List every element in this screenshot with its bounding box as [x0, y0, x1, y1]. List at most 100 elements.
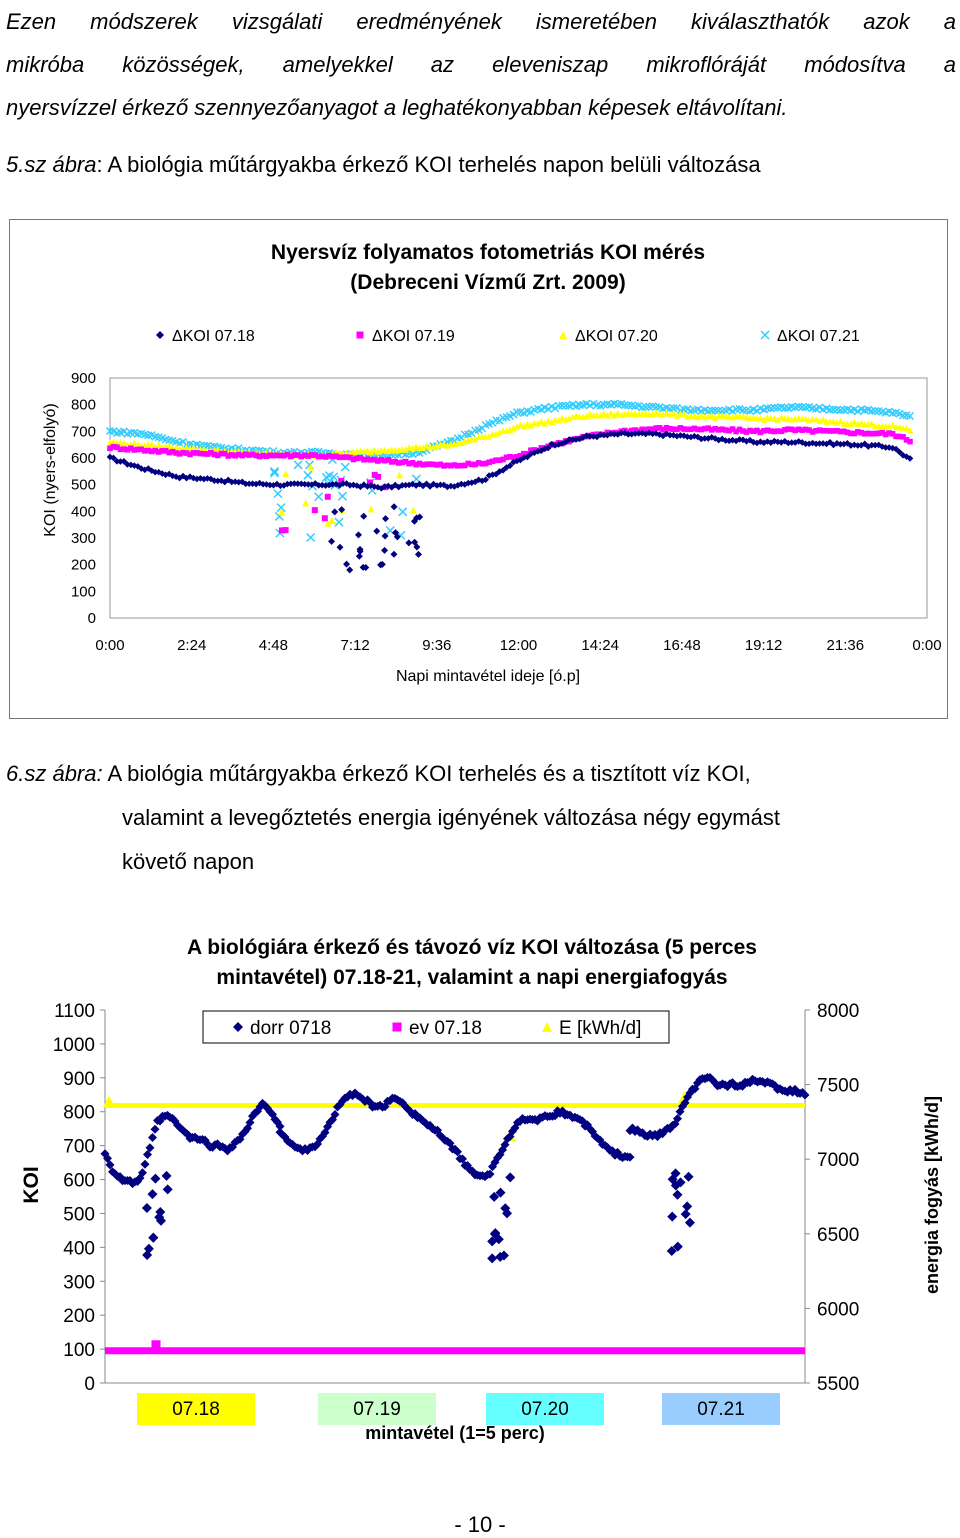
chart-2-point [673, 1114, 682, 1124]
chart-1-point [697, 435, 705, 443]
chart-1-point [155, 449, 162, 455]
chart-2-svg: A biológiára érkező és távozó víz KOI vá… [20, 936, 942, 1443]
chart-1-point [906, 455, 914, 462]
chart-1-point [544, 444, 552, 452]
chart-1-point [768, 428, 774, 434]
chart-1-x-tick: 4:48 [259, 637, 288, 654]
chart-1-point [771, 428, 778, 435]
chart-2-day-label: 07.20 [486, 1393, 604, 1425]
chart-1-point [461, 481, 469, 488]
chart-1-point [837, 428, 844, 435]
chart-2-y-tick: 1100 [54, 1001, 95, 1022]
chart-1-outlier [303, 470, 313, 480]
chart-1-point [534, 419, 542, 427]
chart-1-point [134, 463, 142, 470]
chart-2-outlier [684, 1217, 695, 1228]
chart-1-point [705, 425, 712, 431]
chart-1-point [620, 401, 629, 410]
chart-1-point [190, 474, 197, 482]
chart-2-outlier [495, 1251, 506, 1262]
chart-1-point [187, 451, 193, 458]
chart-2-point [738, 1081, 747, 1091]
chart-2-point [168, 1113, 177, 1123]
chart-1-point [138, 446, 145, 453]
chart-1-point [777, 439, 785, 446]
chart-1-point [551, 441, 559, 449]
chart-2-outlier [487, 1253, 498, 1264]
chart-2-point [235, 1134, 245, 1144]
chart-1-point [451, 462, 458, 468]
chart-2-point [330, 1110, 340, 1120]
chart-1-point [513, 457, 521, 465]
chart-2-point [363, 1095, 372, 1105]
chart-1-y-tick: 0 [88, 610, 96, 627]
chart-1-point [537, 417, 545, 425]
chart-1-outlier [377, 561, 385, 569]
chart-1-point [183, 450, 190, 456]
chart-1-point [718, 435, 726, 443]
chart-1-outlier [269, 466, 279, 476]
chart-1-point [861, 430, 868, 437]
chart-1-point [555, 416, 562, 424]
chart-1-point [736, 426, 743, 433]
chart-1-point [409, 460, 416, 466]
chart-1-point [204, 451, 211, 457]
chart-1-outlier [314, 492, 324, 502]
chart-1-y-tick: 700 [71, 423, 96, 440]
chart-1-point [833, 419, 841, 426]
chart-1-point [528, 447, 534, 454]
chart-1-point [211, 477, 218, 484]
chart-1-point [509, 410, 518, 419]
chart-1-point [263, 453, 270, 460]
chart-1-point [802, 440, 809, 448]
chart-1-point [660, 426, 666, 433]
chart-1-point [144, 465, 152, 472]
chart-1-point [339, 480, 347, 487]
chart-1-point [159, 448, 165, 454]
chart-1-outlier [393, 533, 401, 541]
chart-1-point [555, 441, 562, 448]
chart-1-point [726, 427, 732, 434]
chart-1-point [131, 439, 138, 446]
chart-1-point [780, 404, 789, 413]
chart-1-point [879, 429, 885, 436]
chart-1-legend-label: ΔKOI 07.19 [372, 328, 455, 345]
chart-1-outlier [328, 516, 336, 524]
chart-1-point [385, 457, 392, 463]
chart-1-point [141, 448, 148, 454]
chart-1-point [493, 457, 499, 463]
chart-1-point [697, 411, 705, 419]
chart-1-point [492, 470, 500, 478]
chart-2-axes: 1100100090080070060050040030020010008000… [53, 1001, 860, 1395]
chart-1-subtitle: (Debreceni Vízmű Zrt. 2009) [350, 271, 625, 294]
chart-1-point [378, 457, 385, 463]
chart-2-day-label-box [662, 1393, 780, 1425]
intro-paragraph: Ezen módszerek vizsgálati eredményének i… [6, 0, 956, 129]
chart-1-point [740, 428, 746, 434]
page-number: - 10 - [454, 1512, 506, 1537]
chart-2-point [343, 1092, 352, 1102]
chart-1-outlier [328, 537, 336, 545]
chart-1-point [760, 416, 768, 423]
chart-1-point [364, 447, 371, 454]
chart-1-point [183, 474, 190, 482]
chart-1-outlier [273, 489, 283, 499]
chart-2-point [105, 1160, 115, 1170]
chart-1-point [312, 452, 319, 458]
chart-1-point [708, 412, 716, 419]
chart-2-day-series [450, 1106, 695, 1256]
chart-1-point [512, 408, 521, 417]
chart-1-point [534, 448, 542, 455]
chart-1-point [235, 451, 242, 458]
chart-1-point [857, 441, 865, 449]
chart-1-point [420, 461, 426, 468]
chart-1-point [514, 453, 520, 460]
chart-1-point [225, 453, 232, 459]
chart-1-point [802, 426, 809, 433]
chart-1-point [861, 440, 869, 448]
chart-1-marks [105, 399, 915, 574]
chart-1-point [764, 427, 771, 434]
chart-1-point [548, 418, 556, 426]
chart-1-point [402, 446, 409, 453]
chart-2-point [320, 1127, 330, 1137]
